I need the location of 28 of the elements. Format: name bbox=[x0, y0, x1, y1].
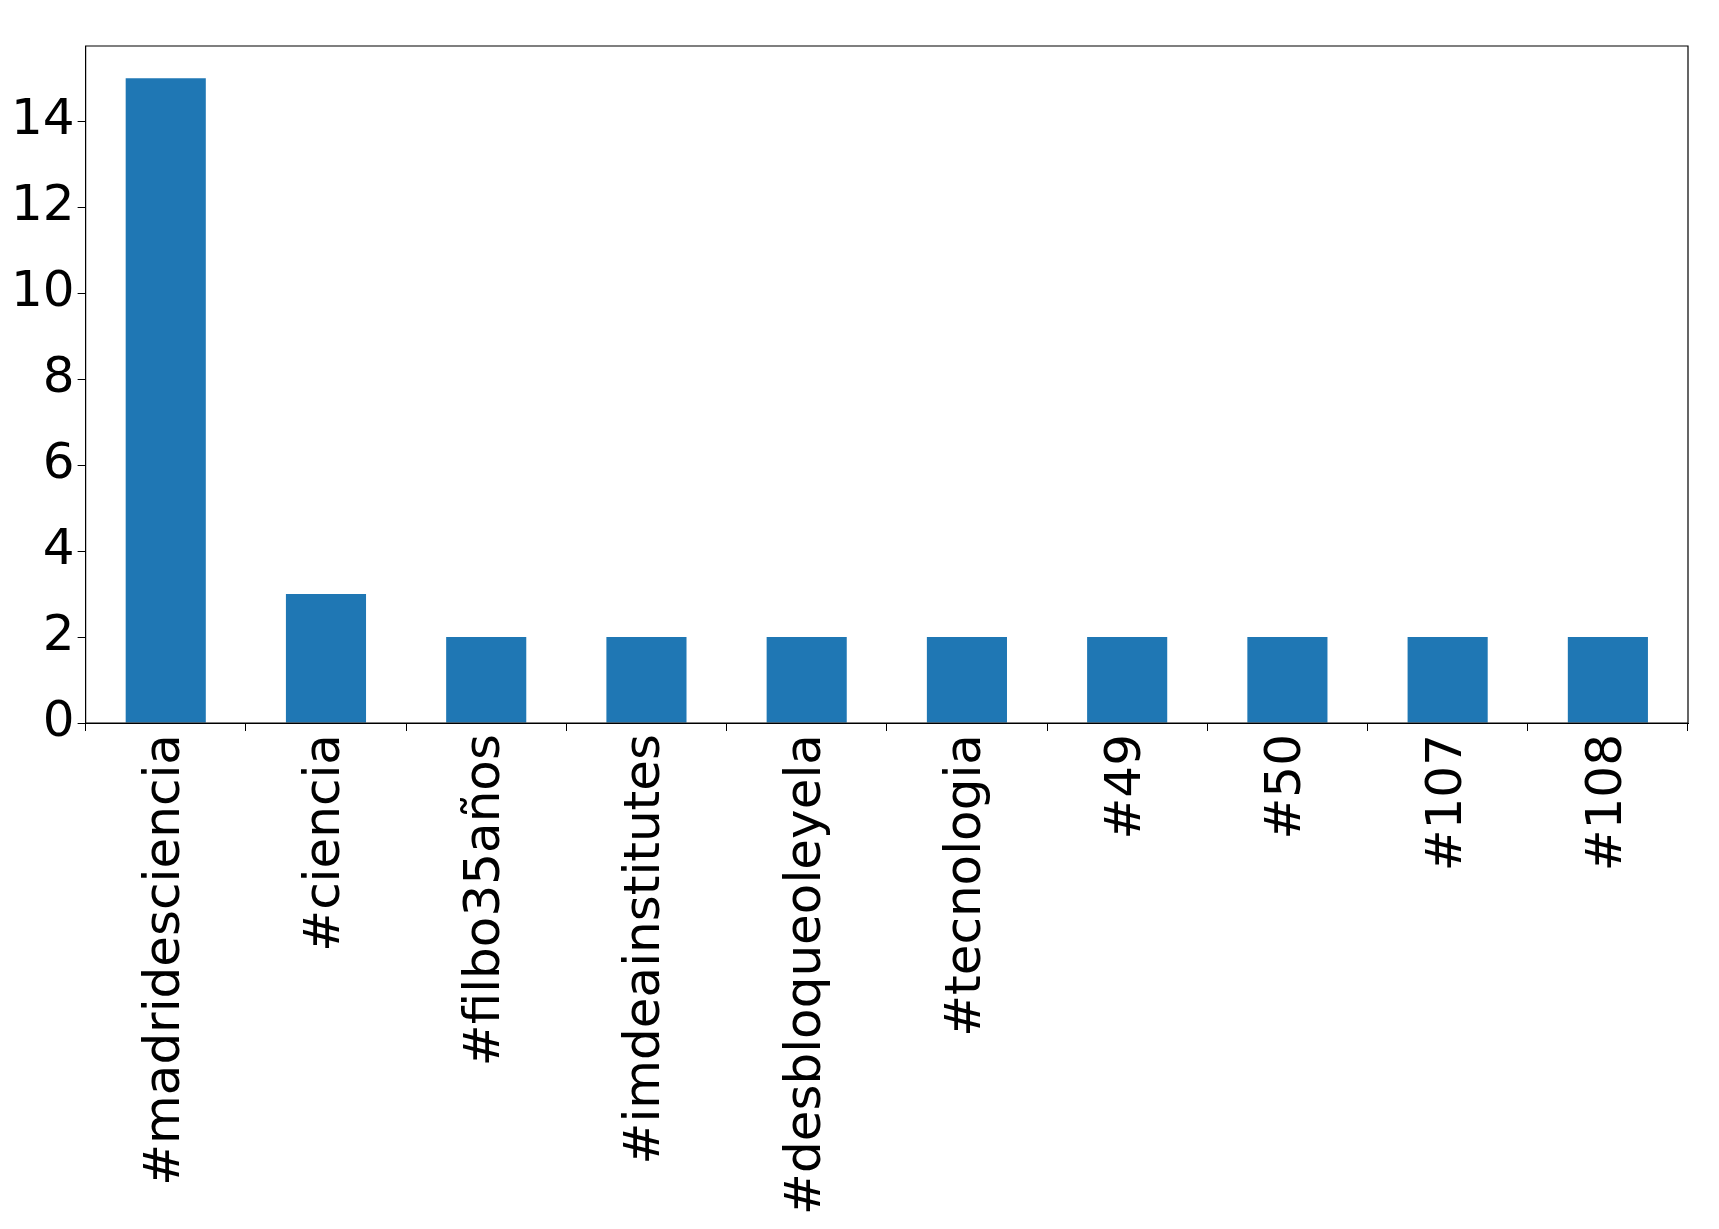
y-tick-label: 14 bbox=[11, 88, 75, 147]
bar bbox=[766, 637, 847, 723]
bar bbox=[446, 637, 527, 723]
y-tick-label: 4 bbox=[42, 518, 75, 577]
bar bbox=[1087, 637, 1168, 723]
x-tick-label: #madridesciencia bbox=[132, 734, 191, 1186]
y-tick-label: 2 bbox=[42, 604, 75, 663]
bar bbox=[1247, 637, 1328, 723]
x-tick-label: #desbloqueoleyela bbox=[773, 734, 832, 1215]
y-tick-label: 8 bbox=[42, 346, 75, 405]
bar bbox=[125, 78, 206, 723]
bar bbox=[285, 594, 367, 723]
y-tick-label: 12 bbox=[11, 174, 75, 233]
x-tick-label: #50 bbox=[1254, 734, 1313, 840]
y-tick-label: 0 bbox=[42, 690, 75, 748]
bar bbox=[1567, 637, 1648, 723]
bar bbox=[926, 637, 1007, 723]
bar bbox=[1407, 637, 1488, 723]
y-tick-label: 10 bbox=[11, 260, 75, 319]
x-tick-label: #tecnologia bbox=[933, 734, 992, 1037]
x-tick-label: #imdeainstitutes bbox=[613, 734, 672, 1165]
x-tick-label: #49 bbox=[1094, 734, 1153, 840]
y-tick-label: 6 bbox=[42, 432, 75, 491]
x-tick-label: #ciencia bbox=[292, 734, 351, 952]
x-tick-label: #108 bbox=[1574, 734, 1633, 872]
bar bbox=[606, 637, 687, 723]
x-tick-label: #107 bbox=[1414, 734, 1473, 872]
x-tick-label: #filbo35años bbox=[453, 734, 512, 1067]
